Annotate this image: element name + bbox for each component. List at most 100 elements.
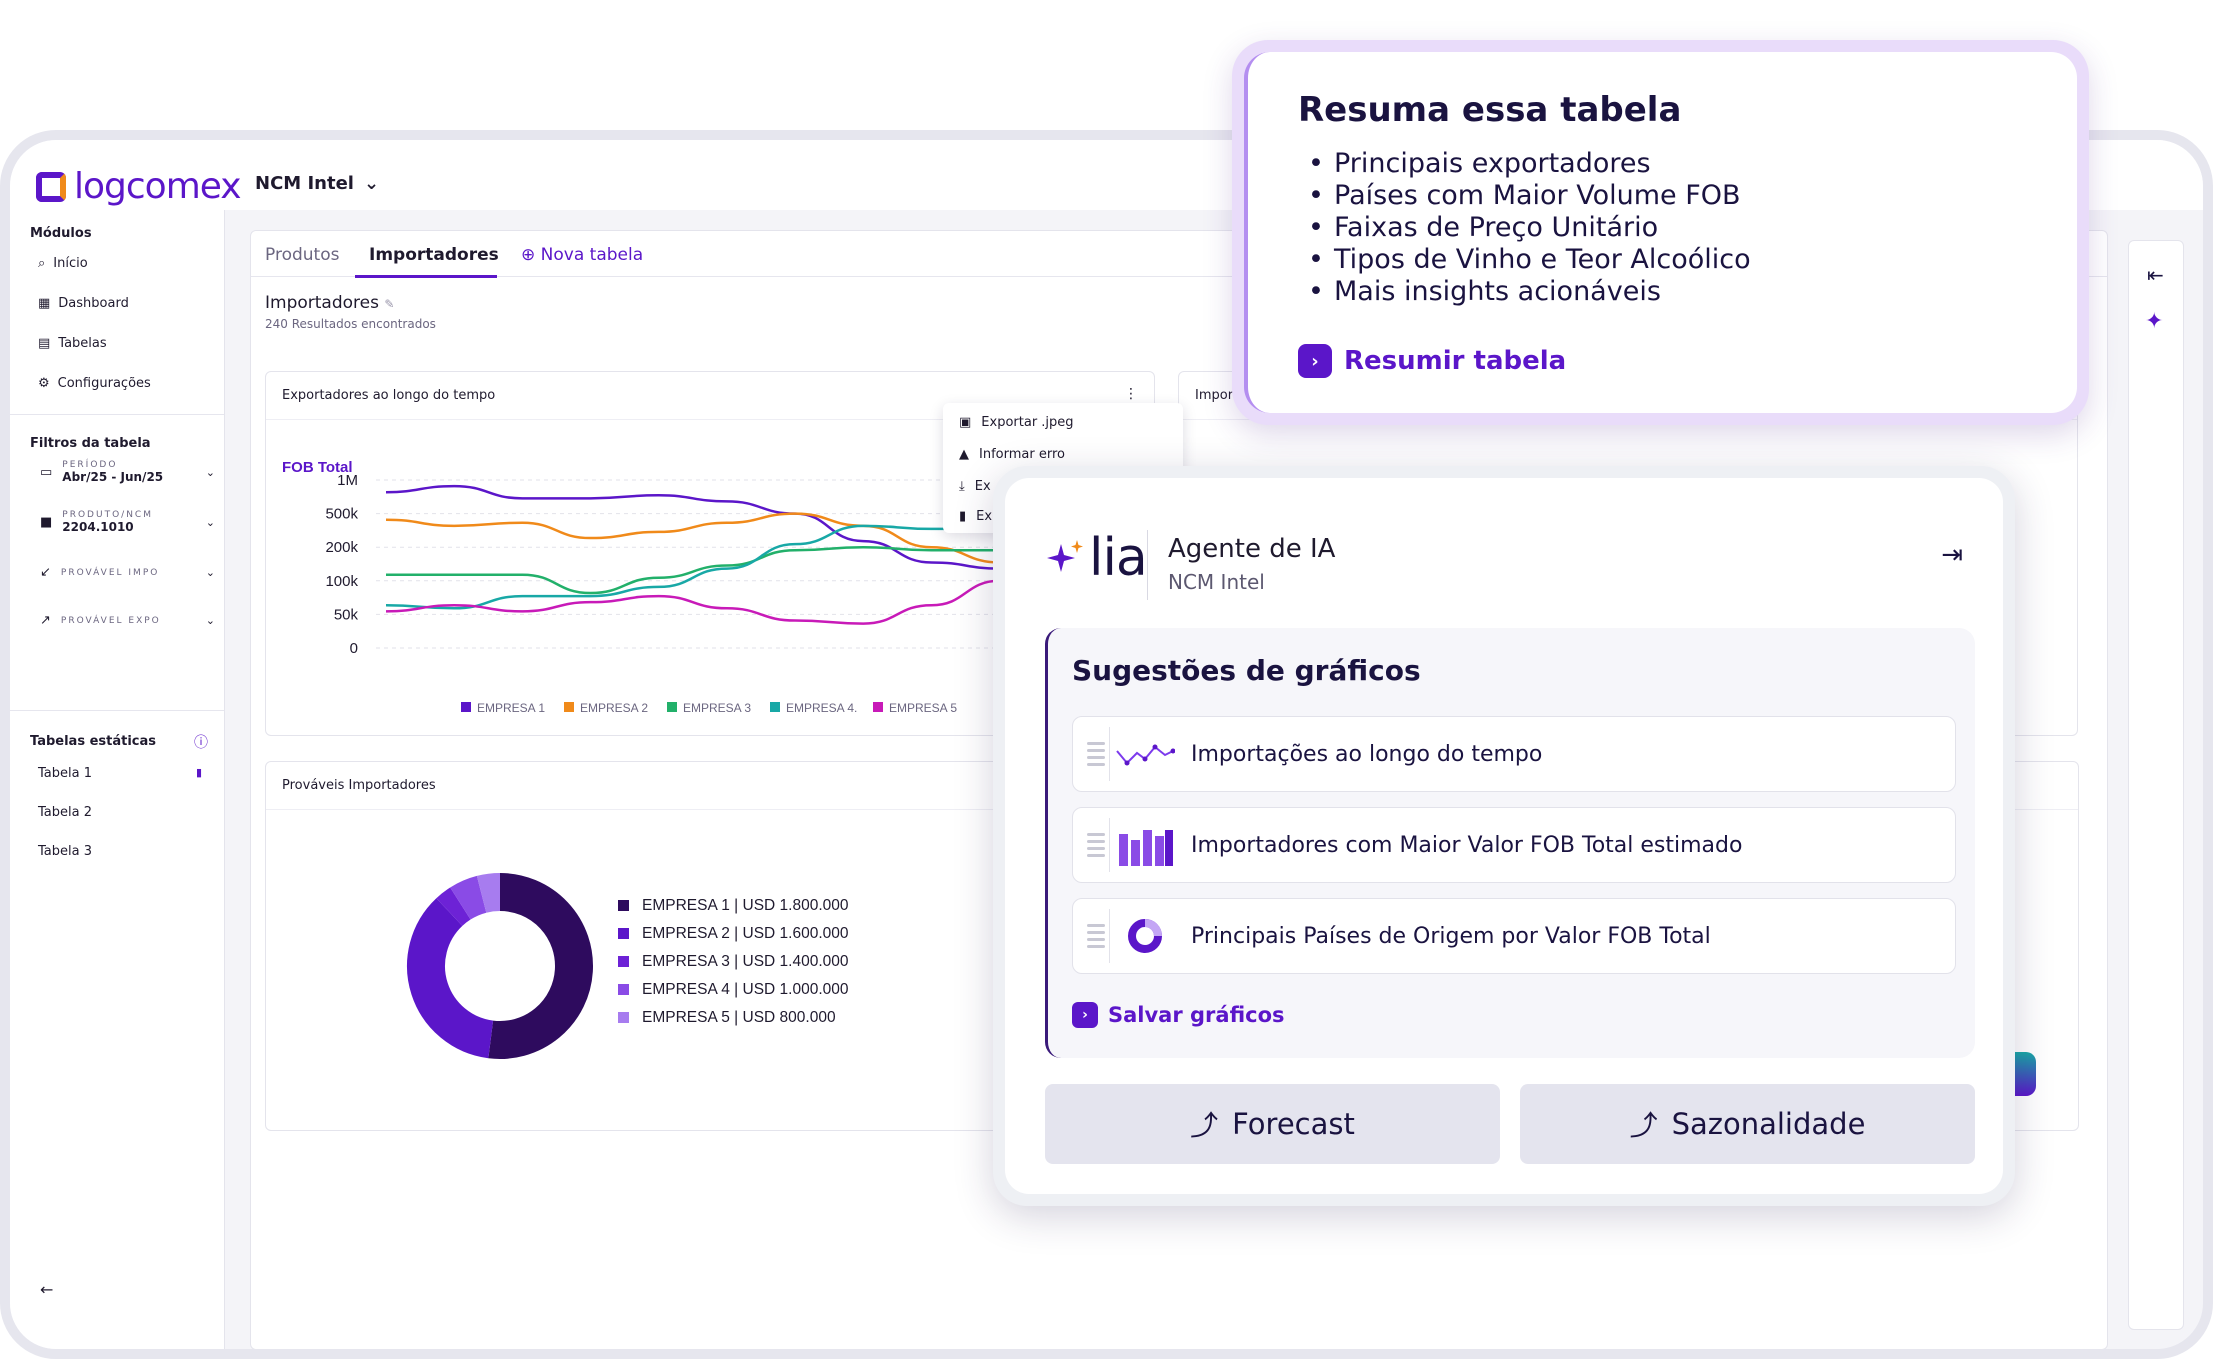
right-rail: ⇤ ✦	[2128, 240, 2184, 1330]
line-chart-thumbnail-icon	[1109, 727, 1179, 781]
bag-icon: ■	[40, 514, 53, 530]
filter-provavel-impo[interactable]: ↙ PROVÁVEL IMPO ⌄	[40, 565, 215, 580]
filter-periodo[interactable]: ▭ PERÍODO Abr/25 - Jun/25 ⌄	[40, 460, 215, 484]
suggestion-item[interactable]: Importações ao longo do tempo	[1072, 716, 1956, 792]
suggestion-label: Importadores com Maior Valor FOB Total e…	[1191, 832, 1743, 858]
download-icon: ⤓	[959, 479, 965, 494]
filter-provavel-expo[interactable]: ↗ PROVÁVEL EXPO ⌄	[40, 613, 215, 628]
chevron-right-icon: ›	[1072, 1002, 1098, 1028]
page-title: Importadores ✎	[265, 293, 394, 313]
collapse-sidebar-icon[interactable]: ←	[40, 1280, 54, 1299]
menu-item-report-error[interactable]: ▲ Informar erro	[959, 447, 1065, 462]
menu-item-label: Informar erro	[979, 447, 1065, 462]
info-icon[interactable]: ⓘ	[194, 735, 208, 751]
collapse-panel-icon[interactable]: ⇥	[1941, 540, 1963, 570]
filter-value: 2204.1010	[62, 520, 134, 534]
donut-chart-thumbnail-icon	[1109, 909, 1179, 963]
edit-icon[interactable]: ✎	[384, 297, 395, 311]
suggestion-label: Importações ao longo do tempo	[1191, 741, 1543, 767]
forecast-label: Forecast	[1232, 1107, 1355, 1141]
menu-item-export-jpeg[interactable]: ▣ Exportar .jpeg	[959, 415, 1074, 430]
filter-produto-ncm[interactable]: ■ PRODUTO/NCM 2204.1010 ⌄	[40, 510, 215, 534]
divider	[10, 710, 224, 711]
warning-icon: ▲	[959, 447, 969, 462]
chart-suggestions: Sugestões de gráficos Importações ao lon…	[1045, 628, 1975, 1058]
donut-slice	[450, 875, 488, 920]
divider	[10, 414, 224, 415]
chevron-down-icon: ⌄	[363, 173, 380, 194]
summary-item: Principais exportadores	[1298, 148, 1751, 180]
menu-item-delete[interactable]: ▮ Ex	[959, 509, 992, 524]
legend-swatch	[618, 928, 629, 939]
more-vertical-icon[interactable]: ⋮	[1124, 386, 1138, 402]
sidebar-item-label: Configurações	[57, 376, 151, 391]
drag-handle-icon[interactable]	[1087, 924, 1105, 948]
summary-popup: Resuma essa tabela Principais exportador…	[1232, 40, 2089, 425]
sidebar-item-dashboard[interactable]: ▦ Dashboard	[38, 296, 129, 311]
bar-chart-thumbnail-icon	[1109, 818, 1179, 872]
gear-icon: ⚙	[38, 376, 50, 391]
static-table-item[interactable]: Tabela 1	[38, 766, 92, 781]
expand-panel-icon[interactable]: ⇤	[2147, 263, 2164, 287]
drag-handle-icon[interactable]	[1087, 833, 1105, 857]
image-icon: ▣	[959, 415, 972, 430]
static-table-item[interactable]: Tabela 2	[38, 805, 92, 820]
table-icon: ▤	[38, 336, 51, 351]
trend-sparkle-icon: ⤴	[1629, 1109, 1658, 1142]
page-title-text: Importadores	[265, 293, 379, 313]
y-tick-label: 50k	[334, 606, 359, 623]
active-tab-indicator	[355, 275, 497, 278]
lia-logo-text: lia	[1089, 528, 1148, 588]
sparkle-icon	[1047, 540, 1083, 572]
trash-icon: ▮	[959, 509, 967, 524]
sparkle-icon[interactable]: ✦	[2145, 309, 2164, 334]
suggestion-item[interactable]: Principais Países de Origem por Valor FO…	[1072, 898, 1956, 974]
filter-label: PROVÁVEL EXPO	[60, 615, 161, 626]
chevron-down-icon: ⌄	[205, 614, 215, 627]
modules-heading: Módulos	[30, 226, 92, 241]
suggestion-item[interactable]: Importadores com Maior Valor FOB Total e…	[1072, 807, 1956, 883]
legend-label: EMPRESA 4.	[786, 701, 857, 715]
sidebar: Módulos ⌕ Início ▦ Dashboard ▤ Tabelas ⚙…	[10, 210, 225, 1349]
agent-subtitle: NCM Intel	[1168, 570, 1265, 594]
results-count: 240 Resultados encontrados	[265, 317, 436, 331]
seasonality-label: Sazonalidade	[1671, 1107, 1866, 1141]
agent-title: Agente de IA	[1168, 534, 1336, 564]
save-charts-button[interactable]: › Salvar gráficos	[1072, 1002, 1285, 1028]
tab-nova-tabela[interactable]: ⊕ Nova tabela	[521, 245, 643, 265]
tab-produtos[interactable]: Produtos	[265, 245, 340, 265]
legend-swatch	[667, 702, 677, 712]
summarize-table-button[interactable]: › Resumir tabela	[1298, 344, 1566, 378]
tab-importadores[interactable]: Importadores	[369, 245, 499, 265]
donut-slice	[488, 873, 593, 1059]
y-tick-label: 100k	[325, 573, 358, 590]
static-table-label: Tabela 3	[38, 844, 92, 859]
forecast-button[interactable]: ⤴ Forecast	[1045, 1084, 1500, 1164]
arrow-up-right-icon: ↗	[40, 613, 51, 628]
static-table-item[interactable]: Tabela 3	[38, 844, 92, 859]
ai-agent-card: lia Agente de IA NCM Intel ⇥ Sugestões d…	[1005, 478, 2003, 1194]
sidebar-item-configuracoes[interactable]: ⚙ Configurações	[38, 376, 151, 391]
legend-swatch	[618, 900, 629, 911]
card-title: Exportadores ao longo do tempo	[282, 388, 496, 403]
module-select[interactable]: NCM Intel ⌄	[255, 173, 379, 194]
sidebar-item-tabelas[interactable]: ▤ Tabelas	[38, 336, 107, 351]
chevron-down-icon: ⌄	[205, 465, 215, 479]
y-tick-label: 0	[350, 640, 358, 657]
summary-list: Principais exportadores Países com Maior…	[1298, 148, 1751, 308]
drag-handle-icon[interactable]	[1087, 742, 1105, 766]
legend-swatch	[564, 702, 574, 712]
trash-icon[interactable]: ▮	[196, 766, 203, 779]
static-table-label: Tabela 2	[38, 805, 92, 820]
sidebar-item-inicio[interactable]: ⌕ Início	[38, 256, 88, 271]
donut-chart: EMPRESA 1 | USD 1.800.000 EMPRESA 2 | USD…	[407, 873, 849, 1059]
filter-label: PERÍODO	[62, 460, 118, 470]
sidebar-item-label: Dashboard	[58, 296, 129, 311]
calendar-icon: ▭	[40, 464, 53, 480]
logo[interactable]: logcomex	[36, 166, 242, 207]
menu-item-download[interactable]: ⤓ Ex	[959, 479, 991, 494]
donut-slice	[436, 887, 471, 927]
seasonality-button[interactable]: ⤴ Sazonalidade	[1520, 1084, 1975, 1164]
legend-label: EMPRESA 2	[580, 701, 648, 715]
